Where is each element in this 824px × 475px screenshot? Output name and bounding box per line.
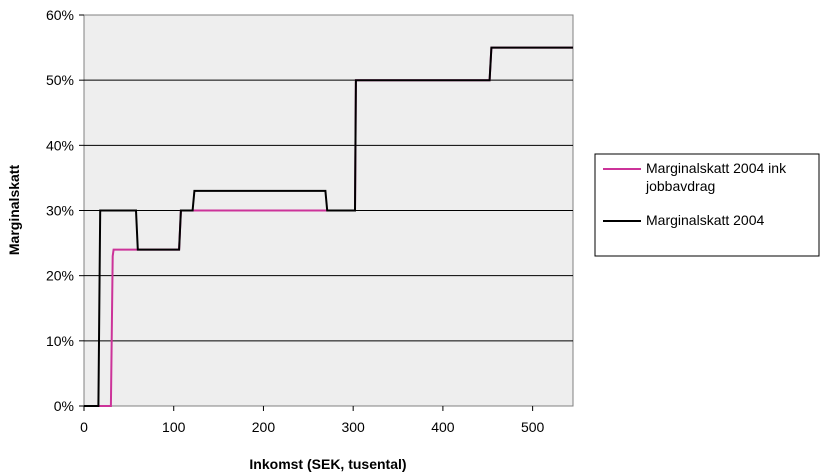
y-axis-title: Marginalskatt	[6, 165, 22, 256]
y-tick-label: 50%	[46, 72, 74, 88]
x-axis-title: Inkomst (SEK, tusental)	[249, 456, 406, 472]
x-tick-label: 300	[341, 419, 365, 435]
x-axis: 0 100 200 300 400 500	[80, 406, 545, 435]
x-tick-label: 500	[521, 419, 545, 435]
x-tick-label: 100	[162, 419, 186, 435]
x-tick-label: 0	[80, 419, 88, 435]
y-tick-label: 0%	[54, 398, 74, 414]
y-tick-label: 10%	[46, 333, 74, 349]
y-tick-label: 20%	[46, 268, 74, 284]
x-tick-label: 200	[252, 419, 276, 435]
legend: Marginalskatt 2004 ink jobbavdrag Marginal…	[594, 153, 820, 257]
series-lines	[84, 46, 573, 407]
y-tick-label: 60%	[46, 7, 74, 23]
y-tick-label: 40%	[46, 137, 74, 153]
y-tick-label: 30%	[46, 203, 74, 219]
legend-label: Marginalskatt 2004	[646, 212, 765, 228]
gridlines	[84, 79, 573, 342]
legend-label: jobbavdrag	[645, 178, 715, 194]
y-axis: 0% 10% 20% 30% 40% 50% 60%	[46, 7, 84, 414]
legend-box	[594, 153, 820, 257]
x-tick-label: 400	[431, 419, 455, 435]
legend-label: Marginalskatt 2004 ink	[646, 160, 787, 176]
series-line-2	[84, 46, 573, 407]
